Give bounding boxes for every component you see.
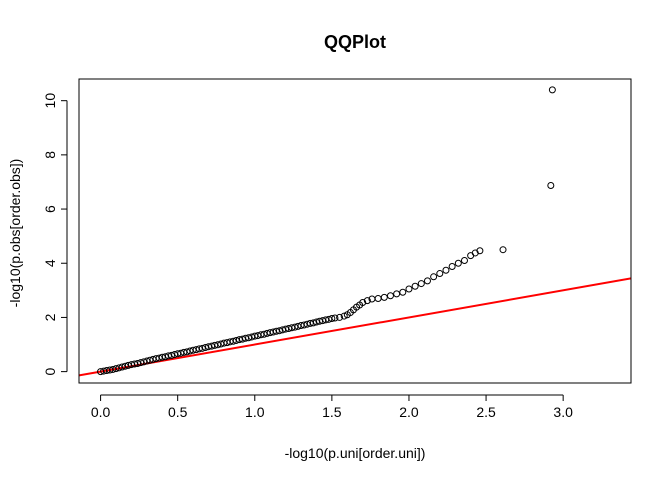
- data-point: [260, 330, 268, 338]
- data-point: [405, 285, 413, 293]
- x-axis: 0.0 0.5 1.0 1.5 2.0 2.5 3.0: [91, 394, 573, 420]
- data-point: [386, 292, 394, 300]
- data-point: [331, 314, 339, 322]
- data-point: [137, 359, 145, 367]
- data-point: [393, 290, 401, 298]
- data-point: [454, 259, 462, 267]
- x-tick-label: 1.0: [245, 404, 265, 420]
- y-tick-label: 8: [42, 151, 58, 159]
- data-point: [380, 293, 388, 301]
- data-point: [460, 257, 468, 265]
- y-tick-label: 4: [42, 259, 58, 267]
- data-point: [548, 86, 556, 94]
- data-point: [374, 294, 382, 302]
- data-point: [399, 288, 407, 296]
- y-tick-label: 2: [42, 313, 58, 321]
- reference-line: [79, 277, 631, 377]
- data-point: [359, 299, 367, 307]
- x-tick-label: 3.0: [553, 404, 573, 420]
- data-point: [275, 327, 283, 335]
- data-point: [336, 313, 344, 321]
- data-point: [423, 277, 431, 285]
- x-axis-label: -log10(p.uni[order.uni]): [285, 445, 426, 461]
- y-axis-label: -log10(p.obs[order.obs]): [7, 159, 23, 308]
- x-tick-label: 2.0: [399, 404, 419, 420]
- data-point: [109, 365, 117, 373]
- data-point: [143, 357, 151, 365]
- data-point: [448, 262, 456, 270]
- data-point: [115, 364, 123, 372]
- data-point: [476, 247, 484, 255]
- plot-frame: [78, 78, 632, 384]
- data-point: [134, 359, 142, 367]
- data-point: [146, 356, 154, 364]
- y-tick-label: 10: [42, 93, 58, 109]
- data-point: [442, 266, 450, 274]
- data-point: [363, 297, 371, 305]
- data-point: [140, 358, 148, 366]
- y-axis: 0 2 4 6 8 10: [42, 93, 68, 376]
- data-point: [300, 321, 308, 329]
- data-point: [430, 273, 438, 281]
- x-tick-label: 0.0: [91, 404, 111, 420]
- x-tick-label: 1.5: [322, 404, 342, 420]
- data-point: [417, 280, 425, 288]
- chart-title: QQPlot: [324, 32, 386, 52]
- data-point: [229, 337, 237, 345]
- data-point: [183, 348, 191, 356]
- data-point: [112, 365, 120, 373]
- data-point: [214, 341, 222, 349]
- y-tick-label: 6: [42, 205, 58, 213]
- data-point: [309, 319, 317, 327]
- data-point: [168, 351, 176, 359]
- data-point: [118, 363, 126, 371]
- data-point: [436, 270, 444, 278]
- x-tick-label: 0.5: [168, 404, 188, 420]
- plot-region: [79, 86, 631, 377]
- x-tick-label: 2.5: [476, 404, 496, 420]
- data-point: [547, 181, 555, 189]
- data-point: [198, 344, 206, 352]
- data-point: [291, 323, 299, 331]
- data-point: [121, 362, 129, 370]
- data-point: [411, 282, 419, 290]
- data-point: [245, 334, 253, 342]
- y-tick-label: 0: [42, 368, 58, 376]
- data-point: [328, 315, 336, 323]
- data-point: [499, 246, 507, 254]
